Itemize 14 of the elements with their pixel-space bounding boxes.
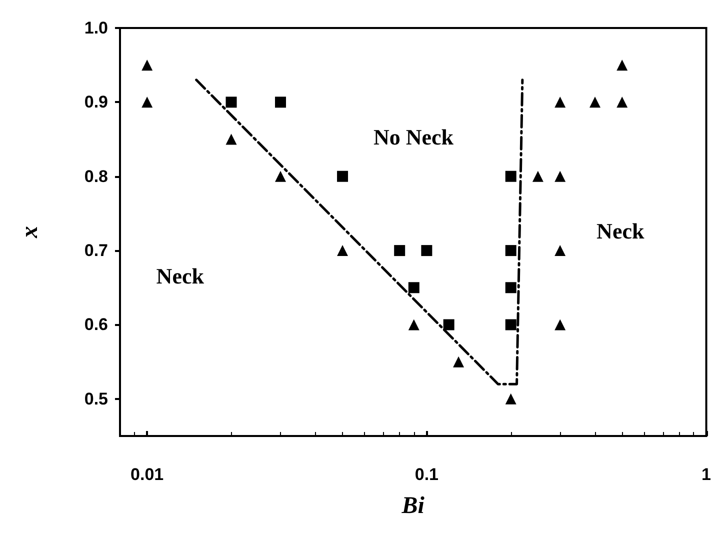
- x-tick-label: 1: [702, 465, 712, 484]
- y-tick-label: 1.0: [84, 18, 108, 38]
- y-tick-label: 0.5: [84, 389, 108, 408]
- y-tick-label: 0.6: [84, 315, 108, 334]
- y-tick-label: 0.7: [84, 241, 108, 260]
- annotation: Neck: [156, 263, 205, 288]
- x-tick-label: 0.1: [414, 465, 439, 484]
- x-axis-title: Bi: [400, 493, 425, 519]
- y-axis-title: x: [17, 226, 43, 239]
- y-tick-label: 0.8: [84, 166, 108, 186]
- annotation: No Neck: [374, 124, 454, 150]
- annotation: Neck: [596, 218, 645, 244]
- x-tick-label: 0.01: [130, 465, 164, 484]
- y-tick-label: 0.9: [84, 92, 108, 112]
